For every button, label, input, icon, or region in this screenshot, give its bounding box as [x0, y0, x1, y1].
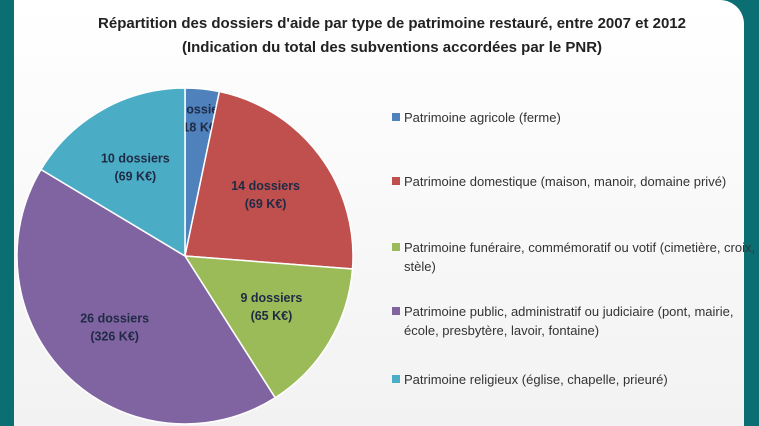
legend-entry: Patrimoine religieux (église, chapelle, … — [392, 370, 759, 389]
slice-label: 9 dossiers — [240, 291, 302, 305]
slice-subsidy: (326 K€) — [90, 329, 139, 343]
slice-subsidy: (18 K€) — [178, 120, 220, 134]
legend-entry: Patrimoine funéraire, commémoratif ou vo… — [392, 238, 759, 276]
slice-subsidy: (69 K€) — [245, 197, 287, 211]
slice-label: 26 dossiers — [80, 311, 149, 325]
legend-swatch — [392, 243, 400, 251]
legend-entry: Patrimoine agricole (ferme) — [392, 108, 759, 127]
legend-label: Patrimoine religieux (église, chapelle, … — [404, 372, 668, 387]
legend-swatch — [392, 307, 400, 315]
slice-label: 14 dossiers — [231, 179, 300, 193]
legend-swatch — [392, 177, 400, 185]
legend-entry: Patrimoine domestique (maison, manoir, d… — [392, 172, 759, 191]
chart-subtitle: (Indication du total des subventions acc… — [182, 39, 602, 56]
legend-label: Patrimoine domestique (maison, manoir, d… — [404, 174, 727, 189]
legend-swatch — [392, 113, 400, 121]
pie-slice — [183, 255, 354, 399]
pie-slice — [184, 90, 354, 270]
pie-slice — [39, 87, 186, 258]
legend-label: Patrimoine agricole (ferme) — [404, 110, 561, 125]
pie-slice — [16, 168, 277, 425]
chart-title: Répartition des dossiers d'aide par type… — [98, 15, 686, 32]
slice-subsidy: (69 K€) — [115, 170, 157, 184]
legend-swatch — [392, 375, 400, 383]
legend-entry: Patrimoine public, administratif ou judi… — [392, 302, 759, 340]
legend-label: Patrimoine funéraire, commémoratif ou vo… — [404, 240, 756, 274]
slice-label: 10 dossiers — [101, 152, 170, 166]
legend-label: Patrimoine public, administratif ou judi… — [404, 304, 734, 338]
slice-subsidy: (65 K€) — [251, 309, 293, 323]
